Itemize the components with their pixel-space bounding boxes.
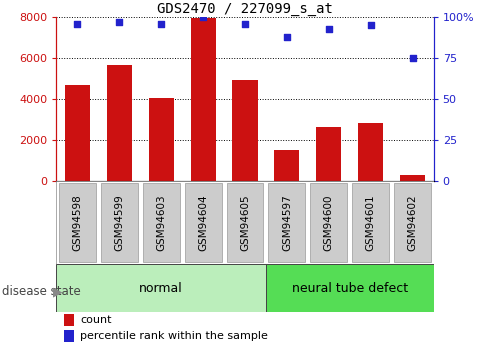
Text: normal: normal — [139, 282, 183, 295]
Bar — [232, 80, 258, 181]
Text: percentile rank within the sample: percentile rank within the sample — [80, 331, 268, 341]
FancyBboxPatch shape — [185, 183, 221, 262]
Text: count: count — [80, 315, 112, 325]
Bar — [148, 98, 174, 181]
Text: GSM94602: GSM94602 — [408, 194, 417, 251]
Point — [367, 23, 375, 28]
FancyBboxPatch shape — [352, 183, 389, 262]
Point — [283, 34, 291, 40]
Text: GSM94600: GSM94600 — [324, 194, 334, 251]
Point — [199, 14, 207, 20]
Bar — [316, 127, 342, 181]
Bar — [64, 330, 74, 342]
Point — [409, 56, 416, 61]
Point — [157, 21, 165, 27]
Point — [241, 21, 249, 27]
Bar — [64, 314, 74, 326]
Text: GSM94601: GSM94601 — [366, 194, 376, 251]
Text: ▶: ▶ — [53, 285, 63, 298]
Point — [115, 19, 123, 25]
Text: GSM94605: GSM94605 — [240, 194, 250, 251]
Text: GSM94598: GSM94598 — [73, 194, 82, 251]
Bar — [56, 264, 266, 312]
Bar — [358, 123, 383, 181]
Text: GSM94599: GSM94599 — [114, 194, 124, 251]
Bar — [107, 66, 132, 181]
Bar — [400, 175, 425, 181]
FancyBboxPatch shape — [143, 183, 180, 262]
FancyBboxPatch shape — [310, 183, 347, 262]
Bar — [274, 150, 299, 181]
Title: GDS2470 / 227099_s_at: GDS2470 / 227099_s_at — [157, 2, 333, 16]
Point — [325, 26, 333, 31]
Bar — [191, 18, 216, 181]
Text: GSM94604: GSM94604 — [198, 194, 208, 251]
Bar — [266, 264, 434, 312]
FancyBboxPatch shape — [394, 183, 431, 262]
Text: GSM94603: GSM94603 — [156, 194, 166, 251]
FancyBboxPatch shape — [101, 183, 138, 262]
Bar — [65, 85, 90, 181]
Point — [74, 21, 81, 27]
FancyBboxPatch shape — [59, 183, 96, 262]
FancyBboxPatch shape — [269, 183, 305, 262]
Text: GSM94597: GSM94597 — [282, 194, 292, 251]
FancyBboxPatch shape — [226, 183, 264, 262]
Text: neural tube defect: neural tube defect — [292, 282, 408, 295]
Text: disease state: disease state — [2, 285, 81, 298]
